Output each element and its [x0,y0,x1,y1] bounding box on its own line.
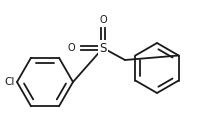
Text: S: S [99,42,107,55]
Text: Cl: Cl [5,77,15,87]
Text: O: O [99,15,107,25]
Text: O: O [67,43,75,53]
